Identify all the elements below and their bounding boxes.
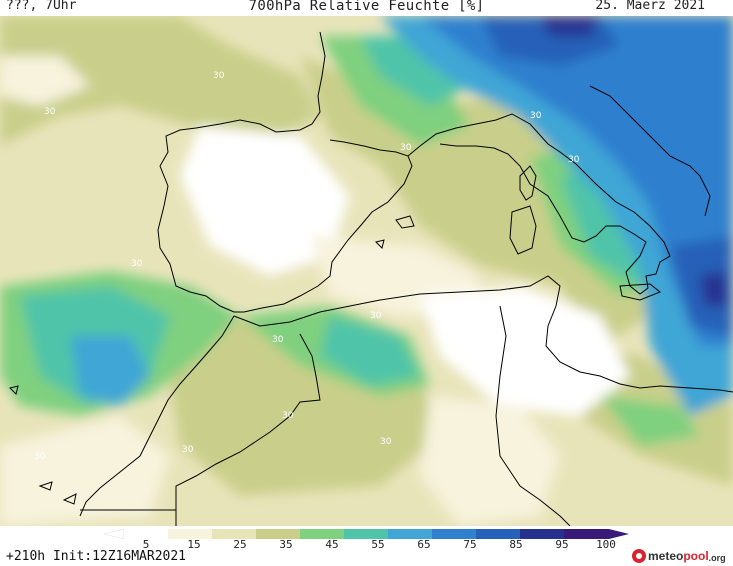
corsica: [519, 165, 537, 201]
colorbar-arrow-high: [609, 529, 629, 539]
meteopool-logo-icon: [632, 549, 646, 563]
rh-55-algeria: [320, 316, 420, 386]
forecast-date: 25. Maerz 2021: [595, 0, 705, 13]
colorbar-bin: [212, 529, 256, 539]
morocco-atlantic-coastline: [79, 315, 235, 517]
contour-label: 30: [282, 411, 294, 421]
logo-text-org: .org: [708, 552, 726, 563]
humidity-map-canvas: 30 30 30 30 30 30 30 30 30 30 30 30: [0, 16, 733, 526]
coastlines: [9, 31, 733, 526]
iberia-coastline: [157, 31, 413, 313]
ibiza: [375, 239, 385, 249]
sicily: [619, 283, 661, 301]
rh-15-northwest: [0, 56, 90, 106]
colorbar-tick: 5: [142, 538, 150, 551]
rh-45-france: [320, 36, 470, 146]
legend: 5 15 25 35 45 55 65 75 85 95 100 +210h I…: [0, 526, 733, 566]
logo-text-pool: pool: [683, 549, 709, 563]
algeria-tunisia-libya-border: [495, 305, 571, 526]
colorbar-tick: 85: [509, 538, 523, 551]
colorbar-tick: 25: [233, 538, 247, 551]
canary-islands-2: [62, 493, 77, 505]
rh-field: [0, 16, 733, 526]
colorbar-tick: 45: [325, 538, 339, 551]
colorbar-bin: [124, 529, 168, 539]
colorbar-bin: [344, 529, 388, 539]
colorbar-tick: 95: [555, 538, 569, 551]
colorbar-bin: [432, 529, 476, 539]
canary-islands-1: [38, 481, 53, 491]
colorbar-tick: 35: [279, 538, 293, 551]
contour-label: 30: [380, 437, 392, 447]
colorbar-bin: [256, 529, 300, 539]
rh-5-iberia: [180, 126, 350, 276]
contour-labels: 30 30 30 30 30 30 30 30 30 30 30 30: [34, 71, 580, 462]
rh-85-ionian: [670, 236, 733, 336]
contour-label: 30: [370, 311, 382, 321]
contour-label: 30: [182, 445, 194, 455]
sardinia: [509, 205, 537, 255]
colorbar-tick: 55: [371, 538, 385, 551]
rh-5-sahara-north: [420, 286, 630, 416]
rh-35-atlantic: [0, 16, 320, 146]
contour-label: 30: [213, 71, 225, 81]
colorbar-bin: [168, 529, 212, 539]
colorbar-bin: [388, 529, 432, 539]
rh-15-sahara: [420, 396, 560, 526]
france-italy-coastline: [407, 113, 671, 295]
colorbar-tick: 100: [596, 538, 616, 551]
logo-text-meteo: meteo: [648, 549, 684, 563]
colorbar-tick: 75: [463, 538, 477, 551]
colorbar-tick: 15: [187, 538, 201, 551]
colorbar-tick: 65: [417, 538, 431, 551]
rh-95-alps: [540, 16, 600, 36]
rh-15-southwest: [0, 416, 170, 526]
map-title: 700hPa Relative Feuchte [%]: [248, 0, 485, 14]
rh-75-italy: [420, 16, 733, 346]
header-weekday-time: ???, 7Uhr: [6, 0, 77, 13]
rh-35-central: [300, 56, 650, 346]
north-africa-coastline: [233, 275, 733, 393]
morocco-algeria-border: [175, 333, 321, 526]
mallorca: [395, 215, 415, 229]
contour-label: 30: [568, 155, 580, 165]
madeira: [9, 385, 19, 395]
contour-label: 30: [530, 111, 542, 121]
colorbar-bin: [476, 529, 520, 539]
meteopool-logo[interactable]: meteo pool .org: [632, 548, 726, 564]
forecast-run-info: +210h Init:12Z16MAR2021: [6, 549, 187, 564]
adriatic-coastline: [589, 85, 711, 217]
contour-label: 30: [272, 335, 284, 345]
colorbar-bin: [300, 529, 344, 539]
contour-label: 30: [131, 259, 143, 269]
colorbar-bin: [520, 529, 564, 539]
contour-label: 30: [34, 452, 46, 462]
colorbar: [104, 529, 629, 539]
rh-65-atlantic: [70, 336, 150, 406]
rh-45-libya: [600, 396, 700, 446]
rh-95-ionian: [700, 271, 728, 306]
map-header: ???, 7Uhr 700hPa Relative Feuchte [%] 25…: [0, 0, 733, 16]
contour-label: 30: [44, 107, 56, 117]
colorbar-ticks: 5 15 25 35 45 55 65 75 85 95 100: [0, 538, 733, 552]
colorbar-bin: [564, 529, 609, 539]
contour-label: 30: [400, 143, 412, 153]
humidity-map: 30 30 30 30 30 30 30 30 30 30 30 30: [0, 16, 733, 526]
